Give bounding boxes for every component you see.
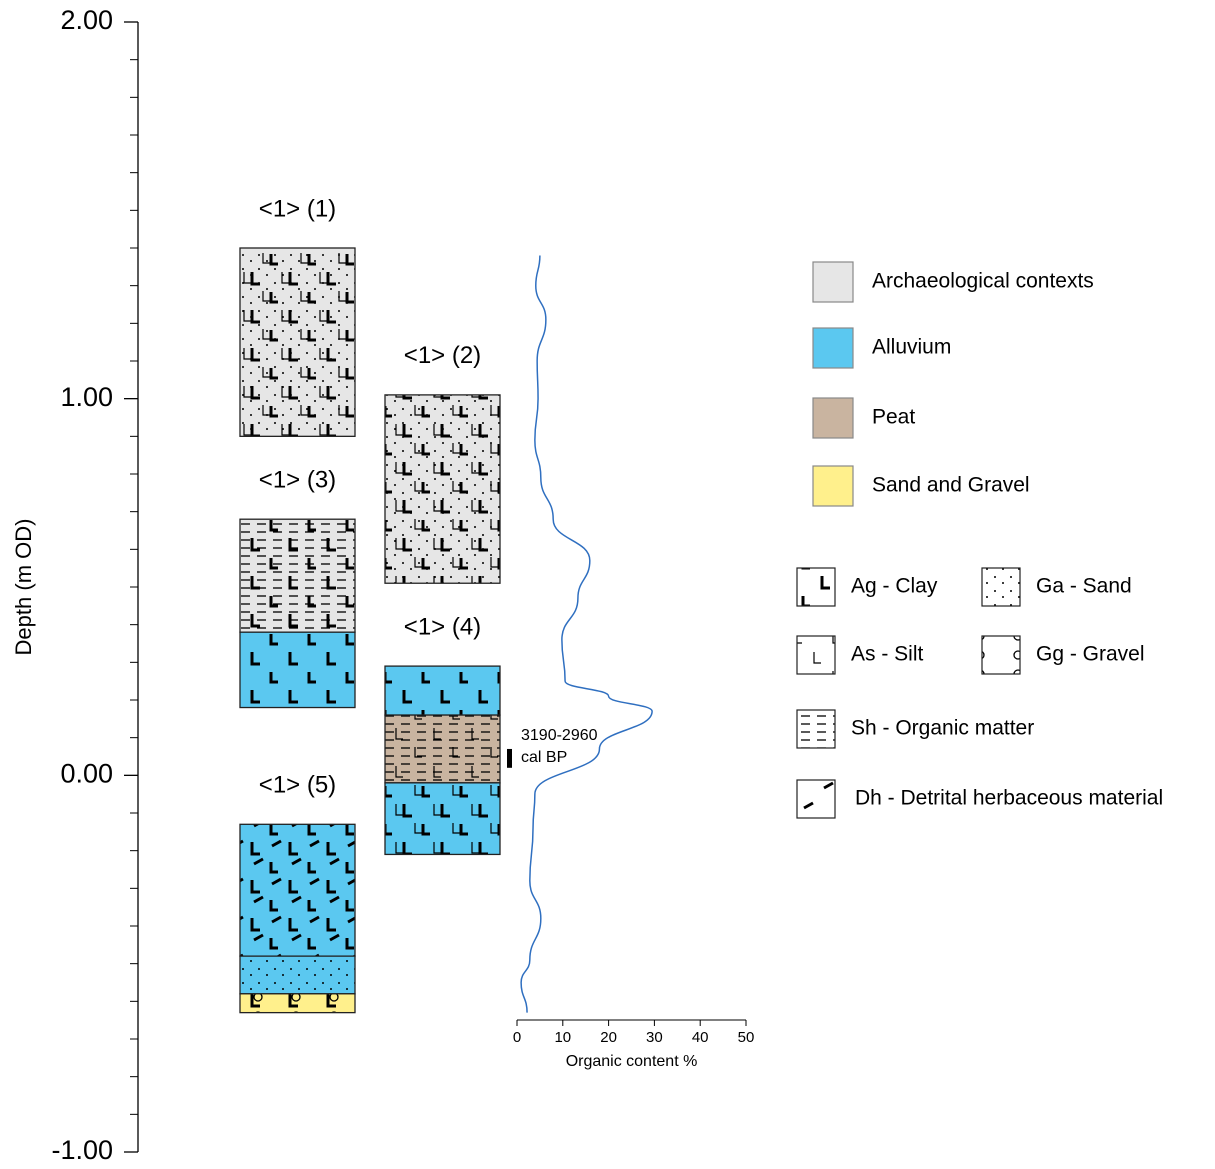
texture-swatch [797,568,835,606]
unit-texture [240,956,355,994]
texture-label: Ga - Sand [1036,575,1132,598]
x-tick-label: 30 [646,1029,663,1046]
unit-texture [385,783,500,855]
core-unit [240,248,355,436]
core-label: <1> (4) [404,613,481,640]
core-unit [385,395,500,583]
core-label: <1> (2) [404,342,481,369]
legend-label: Sand and Gravel [872,474,1030,497]
texture-label: Ag - Clay [851,575,938,598]
x-axis-title: Organic content % [566,1053,698,1070]
organic-curve [521,256,652,1013]
legend-swatch [813,328,853,368]
core-unit [385,666,500,715]
x-tick-label: 40 [692,1029,709,1046]
legend-label: Archaeological contexts [872,270,1094,293]
date-label: 3190-2960 [521,727,598,744]
chart: Depth (m OD) 2.00 1.00 0.00 -1.00 <1> (1) <1>… [0,0,1215,1169]
core-unit [240,519,355,632]
core-label: <1> (3) [259,467,336,494]
texture-label: Gg - Gravel [1036,643,1145,666]
legend-swatch [813,466,853,506]
y-tick-label: 0.00 [60,758,113,788]
x-tick-label: 50 [738,1029,755,1046]
texture-label: Dh - Detrital herbaceous material [855,787,1163,810]
y-tick-label: 1.00 [60,382,113,412]
core-unit [385,783,500,855]
unit-texture [385,666,500,715]
y-tick-label: 2.00 [60,5,113,35]
unit-texture [385,715,500,783]
core-unit [240,956,355,994]
x-tick-label: 20 [600,1029,617,1046]
unit-texture [240,519,355,632]
core-label: <1> (1) [259,195,336,222]
unit-texture [240,994,355,1013]
texture-swatch [982,568,1020,606]
legend-label: Alluvium [872,336,951,359]
texture-swatch [982,636,1020,674]
unit-texture [240,632,355,707]
legend-swatch [813,398,853,438]
texture-label: As - Silt [851,643,924,666]
texture-label: Sh - Organic matter [851,717,1034,740]
legend-label: Peat [872,406,915,429]
core-unit [385,715,500,783]
texture-swatch [797,636,835,674]
unit-texture [240,248,355,436]
texture-swatch [797,710,835,748]
legend-swatch [813,262,853,302]
date-marker [507,749,512,768]
y-tick-label: -1.00 [51,1135,113,1165]
unit-texture [385,395,500,583]
core-unit [240,824,355,956]
x-tick-label: 10 [554,1029,571,1046]
core-unit [240,632,355,707]
y-axis-title: Depth (m OD) [11,519,36,656]
unit-texture [240,824,355,956]
core-label: <1> (5) [259,772,336,799]
x-tick-label: 0 [513,1029,521,1046]
core-unit [240,994,355,1013]
texture-swatch [797,780,835,818]
date-label: cal BP [521,749,567,766]
